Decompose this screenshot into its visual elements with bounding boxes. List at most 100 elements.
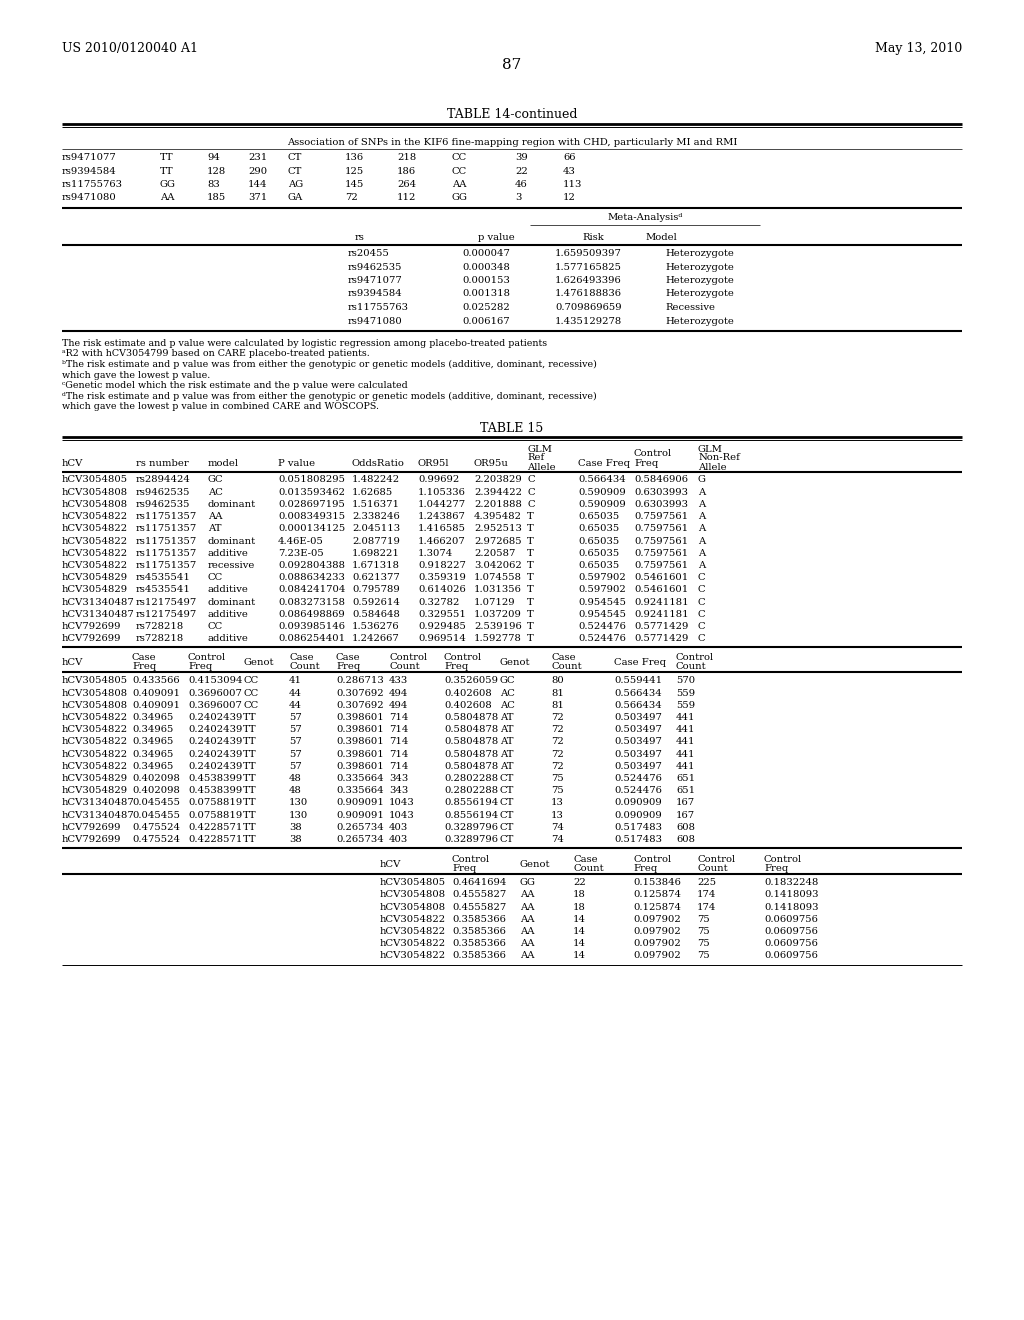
Text: 0.088634233: 0.088634233	[278, 573, 345, 582]
Text: 3: 3	[515, 194, 521, 202]
Text: hCV792699: hCV792699	[62, 822, 122, 832]
Text: hCV3054808: hCV3054808	[62, 500, 128, 510]
Text: 371: 371	[248, 194, 267, 202]
Text: 0.5804878: 0.5804878	[444, 750, 499, 759]
Text: 0.7597561: 0.7597561	[634, 549, 688, 558]
Text: 1.536276: 1.536276	[352, 622, 399, 631]
Text: additive: additive	[208, 634, 249, 643]
Text: rs9471080: rs9471080	[62, 194, 117, 202]
Text: Count: Count	[389, 663, 420, 672]
Text: 2.972685: 2.972685	[474, 536, 521, 545]
Text: TT: TT	[243, 810, 257, 820]
Text: 0.4555827: 0.4555827	[452, 903, 506, 912]
Text: rs11751357: rs11751357	[136, 524, 198, 533]
Text: GC: GC	[500, 676, 516, 685]
Text: 0.5461601: 0.5461601	[634, 573, 688, 582]
Text: 14: 14	[573, 952, 586, 961]
Text: rs11751357: rs11751357	[136, 536, 198, 545]
Text: 1.476188836: 1.476188836	[555, 289, 622, 298]
Text: 0.9241181: 0.9241181	[634, 598, 688, 606]
Text: AA: AA	[520, 915, 535, 924]
Text: 57: 57	[289, 750, 302, 759]
Text: hCV792699: hCV792699	[62, 634, 122, 643]
Text: 218: 218	[397, 153, 416, 162]
Text: C: C	[698, 573, 706, 582]
Text: 0.503497: 0.503497	[614, 725, 662, 734]
Text: Count: Count	[573, 865, 603, 873]
Text: 0.566434: 0.566434	[614, 701, 662, 710]
Text: 0.4153094: 0.4153094	[188, 676, 243, 685]
Text: 18: 18	[573, 903, 586, 912]
Text: Control: Control	[389, 653, 427, 663]
Text: Count: Count	[697, 865, 728, 873]
Text: 0.398601: 0.398601	[336, 725, 384, 734]
Text: Meta-Analysisᵈ: Meta-Analysisᵈ	[607, 213, 683, 222]
Text: 41: 41	[289, 676, 302, 685]
Text: 0.597902: 0.597902	[578, 585, 626, 594]
Text: Heterozygote: Heterozygote	[665, 249, 734, 257]
Text: 0.051808295: 0.051808295	[278, 475, 345, 484]
Text: T: T	[527, 585, 534, 594]
Text: hCV3054829: hCV3054829	[62, 585, 128, 594]
Text: 125: 125	[345, 166, 365, 176]
Text: 0.7597561: 0.7597561	[634, 561, 688, 570]
Text: 80: 80	[551, 676, 564, 685]
Text: ᵃR2 with hCV3054799 based on CARE placebo-treated patients.: ᵃR2 with hCV3054799 based on CARE placeb…	[62, 350, 370, 359]
Text: 1.659509397: 1.659509397	[555, 249, 622, 257]
Text: 75: 75	[551, 787, 564, 795]
Text: hCV31340487: hCV31340487	[62, 610, 135, 619]
Text: C: C	[698, 610, 706, 619]
Text: 0.028697195: 0.028697195	[278, 500, 345, 510]
Text: 0.1832248: 0.1832248	[764, 878, 818, 887]
Text: 0.2402439: 0.2402439	[188, 750, 243, 759]
Text: 0.4228571: 0.4228571	[188, 822, 243, 832]
Text: additive: additive	[208, 549, 249, 558]
Text: 0.1418093: 0.1418093	[764, 890, 818, 899]
Text: 0.1418093: 0.1418093	[764, 903, 818, 912]
Text: 0.2402439: 0.2402439	[188, 725, 243, 734]
Text: 0.0609756: 0.0609756	[764, 915, 818, 924]
Text: 22: 22	[515, 166, 527, 176]
Text: TT: TT	[243, 725, 257, 734]
Text: additive: additive	[208, 585, 249, 594]
Text: 0.34965: 0.34965	[132, 738, 173, 746]
Text: 144: 144	[248, 180, 267, 189]
Text: 185: 185	[207, 194, 226, 202]
Text: 0.013593462: 0.013593462	[278, 487, 345, 496]
Text: 81: 81	[551, 689, 564, 697]
Text: TABLE 15: TABLE 15	[480, 422, 544, 436]
Text: Heterozygote: Heterozygote	[665, 263, 734, 272]
Text: 83: 83	[207, 180, 220, 189]
Text: hCV3054822: hCV3054822	[62, 561, 128, 570]
Text: 225: 225	[697, 878, 716, 887]
Text: 0.335664: 0.335664	[336, 774, 384, 783]
Text: GLM: GLM	[527, 445, 552, 454]
Text: 0.097902: 0.097902	[633, 939, 681, 948]
Text: 0.590909: 0.590909	[578, 500, 626, 510]
Text: 714: 714	[389, 725, 409, 734]
Text: 1.577165825: 1.577165825	[555, 263, 622, 272]
Text: 87: 87	[503, 58, 521, 73]
Text: 0.6303993: 0.6303993	[634, 500, 688, 510]
Text: GG: GG	[452, 194, 468, 202]
Text: TT: TT	[243, 822, 257, 832]
Text: 0.402608: 0.402608	[444, 689, 492, 697]
Text: 128: 128	[207, 166, 226, 176]
Text: 0.3696007: 0.3696007	[188, 689, 242, 697]
Text: hCV3054822: hCV3054822	[62, 549, 128, 558]
Text: 0.093985146: 0.093985146	[278, 622, 345, 631]
Text: 0.65035: 0.65035	[578, 549, 620, 558]
Text: 0.929485: 0.929485	[418, 622, 466, 631]
Text: C: C	[698, 598, 706, 606]
Text: AG: AG	[288, 180, 303, 189]
Text: 57: 57	[289, 725, 302, 734]
Text: 1.482242: 1.482242	[352, 475, 400, 484]
Text: 0.3289796: 0.3289796	[444, 822, 498, 832]
Text: T: T	[527, 598, 534, 606]
Text: Control: Control	[634, 450, 672, 458]
Text: 14: 14	[573, 915, 586, 924]
Text: hCV3054822: hCV3054822	[62, 524, 128, 533]
Text: A: A	[698, 549, 706, 558]
Text: 0.524476: 0.524476	[578, 622, 626, 631]
Text: hCV: hCV	[62, 659, 83, 668]
